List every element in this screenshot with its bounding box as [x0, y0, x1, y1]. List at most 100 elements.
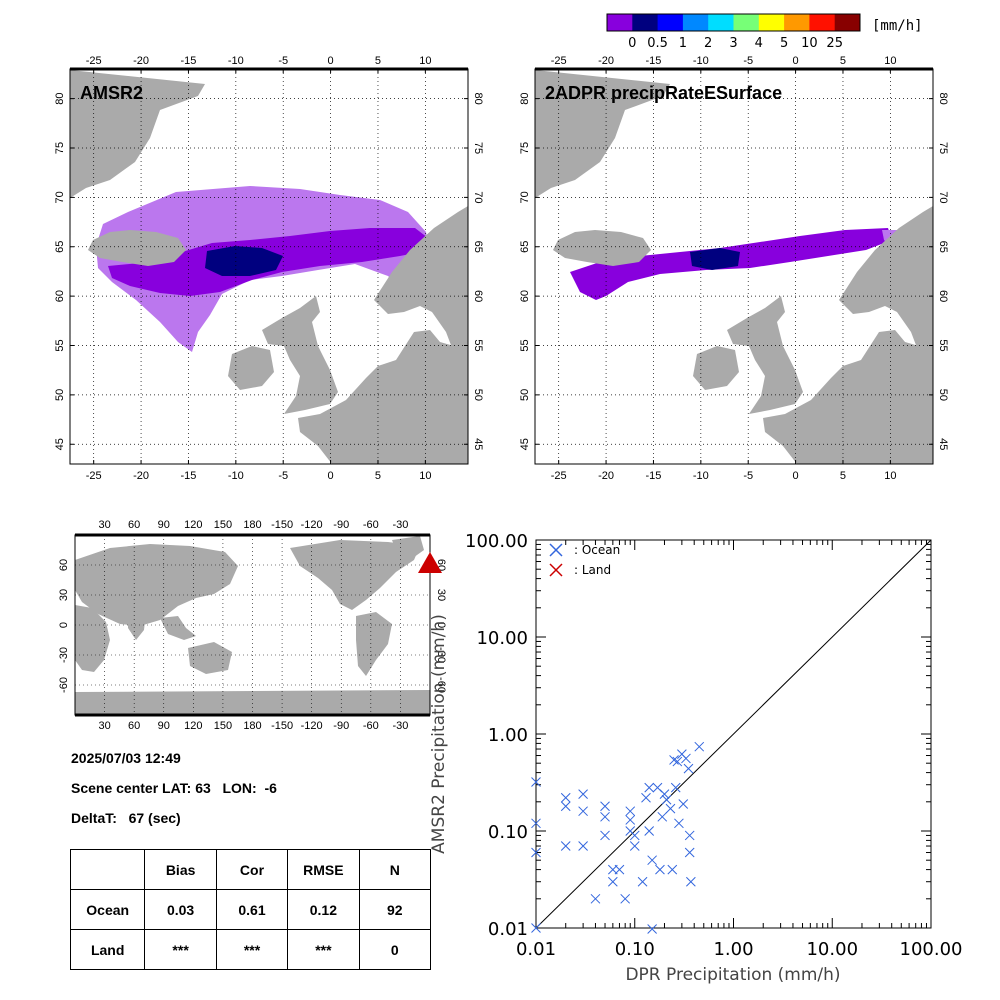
scatter-point-x [644, 782, 655, 793]
scatter-point-x [647, 924, 657, 934]
scatter-y-tick-label: 10.00 [476, 628, 528, 649]
map-lat-tick-label: 60 [472, 290, 484, 302]
map-lon-tick-label: 5 [840, 470, 846, 482]
map-lat-tick-label: 45 [54, 438, 66, 450]
map-lat-tick-label: 65 [54, 241, 66, 253]
scatter-point-x [681, 753, 691, 764]
scatter-point-x [683, 763, 694, 774]
map-lon-tick-label: 0 [328, 470, 334, 482]
colorbar-cell [784, 14, 810, 31]
table-cell: *** [144, 929, 217, 970]
globe-lon-tick-label: 150 [214, 519, 232, 531]
globe-lat-tick-label: 0 [435, 622, 447, 628]
map-lon-tick-label: -20 [598, 470, 614, 482]
scatter-point-x [684, 847, 695, 858]
table-cell: RMSE [287, 849, 360, 890]
map-lon-tick-label: 10 [419, 470, 431, 482]
scatter-point-x [614, 864, 625, 875]
scatter-x-tick-label: 0.10 [615, 939, 655, 960]
scatter-point-x [655, 864, 665, 875]
scatter-y-tick-label: 0.10 [488, 822, 528, 843]
map-lat-tick-label: 60 [54, 290, 66, 302]
map-lat-tick-label: 80 [54, 93, 66, 105]
scatter-x-tick-label: 1.00 [713, 939, 753, 960]
globe-lon-tick-label: 60 [128, 519, 140, 531]
scene-center-label: Scene center LAT: 63 LON: -6 [71, 780, 277, 796]
map-lat-tick-label: 65 [519, 241, 531, 253]
map-lon-tick-label: 0 [793, 470, 799, 482]
scatter-point-x [578, 789, 588, 799]
scatter-point-x [600, 830, 610, 841]
scatter-point-x [531, 847, 541, 858]
map-right-title: 2ADPR precipRateESurface [545, 83, 782, 103]
colorbar-tick-label: 25 [826, 36, 843, 51]
globe-lon-tick-label: -120 [301, 720, 323, 732]
greenland [70, 70, 205, 198]
map-lat-tick-label: 70 [519, 191, 531, 203]
scatter-point-x [665, 803, 676, 814]
scatter-point-x [629, 830, 640, 841]
globe-lon-tick-label: -150 [271, 519, 293, 531]
greenland-globe [392, 536, 424, 560]
globe-lon-tick-label: 90 [158, 720, 170, 732]
scatter-point-x [629, 841, 640, 851]
scatter-legend: : Ocean: Land [549, 543, 620, 577]
precip-field-amsr2 [96, 186, 432, 352]
scatter-point-x [560, 801, 571, 812]
scatter-point-x [578, 841, 588, 851]
map-lat-tick-label: 70 [937, 191, 949, 203]
globe-lon-tick-label: 30 [98, 720, 110, 732]
map-lat-tick-label: 45 [937, 438, 949, 450]
scatter-point-x [641, 792, 651, 803]
datetime-label: 2025/07/03 12:49 [71, 750, 181, 766]
globe-lon-tick-label: 120 [184, 720, 202, 732]
scatter-axis-ticks: 0.010.01 0.10 0.10 1.00 1.00 10.00 10.00 100.00… [465, 531, 962, 960]
map-lat-tick-label: 55 [54, 339, 66, 351]
table-cell: 92 [358, 889, 432, 930]
ireland [228, 346, 274, 390]
scatter-point-x [625, 806, 636, 817]
scatter-point-x [590, 893, 601, 904]
map-lon-tick-label: 5 [840, 55, 846, 67]
map-lat-tick-label: 70 [472, 191, 484, 203]
continental-europe [298, 330, 468, 464]
scatter-points [531, 741, 705, 934]
map-lat-tick-label: 55 [519, 339, 531, 351]
table-row: Ocean 0.03 0.61 0.12 92 [69, 889, 432, 930]
scatter-y-tick-label: 100.00 [465, 531, 528, 552]
globe-lon-tick-label: 180 [243, 720, 261, 732]
globe-lon-tick-label: 30 [98, 519, 110, 531]
map-grid-left [70, 69, 468, 464]
colorbar-tick-label: 4 [755, 36, 763, 51]
colorbar-cell [708, 14, 734, 31]
colorbar-tick-label: 3 [729, 36, 737, 51]
scatter-point-x [600, 801, 610, 812]
map-lon-tick-label: -15 [645, 55, 661, 67]
map-lat-tick-label: 50 [519, 389, 531, 401]
scatter-point-x [620, 893, 631, 904]
scatter-point-x [647, 855, 657, 866]
map-lon-tick-label: -25 [551, 55, 567, 67]
colorbar-frame [606, 13, 861, 32]
globe-lon-tick-label: -90 [333, 720, 349, 732]
map-lon-tick-label: 5 [375, 470, 381, 482]
india [128, 612, 146, 640]
colorbar-cells [606, 13, 861, 32]
map-lon-tick-label: -20 [133, 470, 149, 482]
scatter-point-x [607, 876, 618, 887]
globe-lat-tick-label: -30 [435, 647, 447, 663]
table-cell: Bias [144, 849, 217, 890]
globe-lat-tick-label: 60 [58, 559, 70, 571]
scatter-plot: 0.010.01 0.10 0.10 1.00 1.00 10.00 10.00 100.00… [429, 531, 962, 985]
map-lon-tick-label: -20 [133, 55, 149, 67]
globe-lat-tick-label: -60 [58, 677, 70, 693]
scatter-x-tick-label: 0.01 [516, 939, 556, 960]
map-lat-tick-label: 50 [937, 389, 949, 401]
scatter-point-x [531, 818, 541, 829]
map-lon-tick-label: -25 [86, 55, 102, 67]
globe-lon-tick-label: 120 [184, 519, 202, 531]
scatter-y-tick-label: 1.00 [488, 725, 528, 746]
table-cell: 0.03 [144, 889, 217, 930]
